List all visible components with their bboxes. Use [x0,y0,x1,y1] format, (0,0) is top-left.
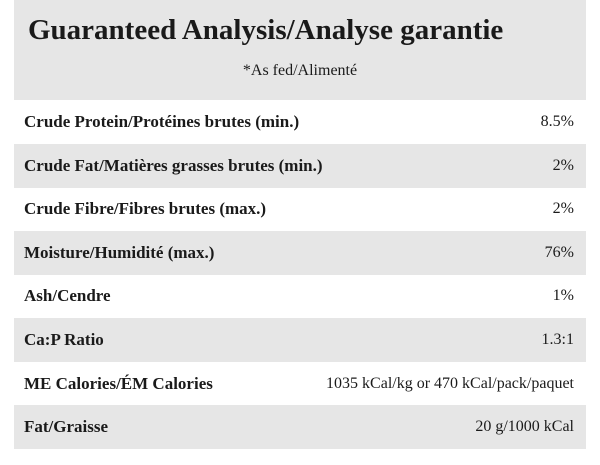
table-row: Ash/Cendre 1% [14,274,586,318]
row-label: Crude Fat/Matières grasses brutes (min.) [24,155,323,175]
table-row: Crude Fat/Matières grasses brutes (min.)… [14,143,586,188]
row-value: 1035 kCal/kg or 470 kCal/pack/paquet [326,374,574,392]
table-row: Ca:P Ratio 1.3:1 [14,318,586,362]
row-label: Ca:P Ratio [24,330,104,349]
table-row: ME Calories/ÉM Calories 1035 kCal/kg or 4… [14,362,586,406]
row-value: 20 g/1000 kCal [475,418,574,436]
row-label: Fat/Graisse [24,417,109,437]
row-value: 2% [552,156,574,174]
row-label: Moisture/Humidité (max.) [24,242,215,262]
table-row: Moisture/Humidité (max.) 76% [14,230,586,275]
table-row: Crude Fibre/Fibres brutes (max.) 2% [14,187,586,231]
header: Guaranteed Analysis/Analyse garantie *As… [14,0,586,100]
row-label: ME Calories/ÉM Calories [24,373,213,393]
row-label: Crude Fibre/Fibres brutes (max.) [24,199,267,219]
table-row: Crude Protein/Protéines brutes (min.) 8.5… [14,100,586,144]
table-row: Fat/Graisse 20 g/1000 kCal [14,405,586,450]
row-value: 1.3:1 [541,331,574,348]
row-value: 1% [552,287,574,305]
row-value: 76% [544,243,574,261]
title: Guaranteed Analysis/Analyse garantie [28,14,504,46]
row-value: 8.5% [540,113,574,130]
row-label: Ash/Cendre [24,286,111,306]
row-value: 2% [552,200,574,218]
row-label: Crude Protein/Protéines brutes (min.) [24,112,300,131]
subtitle: *As fed/Alimenté [242,62,358,79]
